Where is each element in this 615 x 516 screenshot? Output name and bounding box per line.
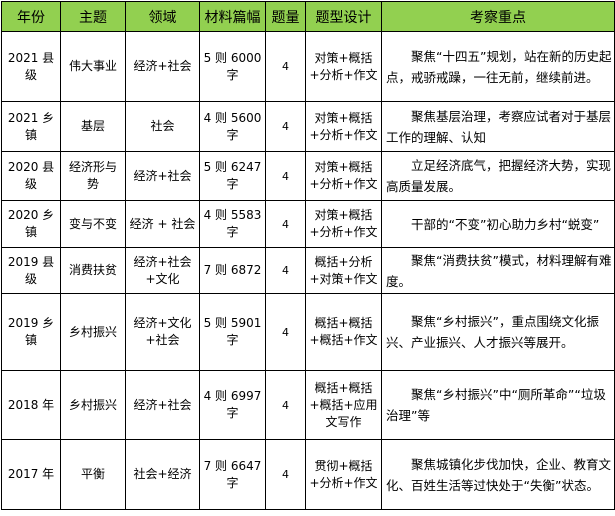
cell-theme: 乡村振兴 (60, 370, 126, 440)
table-row: 2019 县级 消费扶贫 经济+社会+文化 7 则 6872 4 概括+分析+对策+作文聚… (1, 247, 615, 294)
cell-design: 贯彻+概括+分析+作文 (305, 439, 382, 510)
header-theme: 主题 (60, 1, 126, 32)
cell-domain: 社会+经济 (125, 439, 200, 510)
cell-domain: 经济+社会 (125, 151, 200, 201)
cell-theme: 伟大事业 (60, 31, 126, 102)
cell-theme: 基层 (60, 101, 126, 152)
header-focus: 考察重点 (381, 1, 615, 32)
cell-focus: 聚焦城镇化步伐加快，企业、教育文化、百姓生活等过快处于“失衡”状态。 (381, 439, 615, 510)
cell-theme: 消费扶贫 (60, 247, 126, 294)
cell-theme: 乡村振兴 (60, 293, 126, 371)
cell-material: 5 则 5901 字 (199, 293, 266, 371)
cell-domain: 经济+社会 (125, 31, 200, 102)
header-row: 年份 主题 领域 材料篇幅 题量 题型设计 考察重点 (1, 1, 615, 32)
cell-material: 4 则 6997 字 (199, 370, 266, 440)
cell-design: 概括+概括+概括+作文 (305, 293, 382, 371)
table-row: 2020 乡镇 变与不变 经济 + 社会 4 则 5583 字 4 对策+概括+分析+作文… (1, 200, 615, 248)
cell-count: 4 (265, 101, 306, 152)
cell-domain: 经济+文化+社会 (125, 293, 200, 371)
cell-design: 对策+概括+分析+作文 (305, 200, 382, 248)
cell-design: 概括+概括+概括+应用文写作 (305, 370, 382, 440)
cell-design: 对策+概括+分析+作文 (305, 31, 382, 102)
table-row: 2017 年平衡 社会+经济 7 则 6647 字 4 贯彻+概括+分析+作文 聚焦城镇化… (1, 439, 615, 510)
header-domain: 领域 (125, 1, 200, 32)
cell-year: 2020 县级 (1, 151, 61, 201)
cell-year: 2017 年 (1, 439, 61, 510)
header-material: 材料篇幅 (199, 1, 266, 32)
cell-design: 对策+概括+分析+作文 (305, 151, 382, 201)
cell-material: 7 则 6647 字 (199, 439, 266, 510)
cell-count: 4 (265, 370, 306, 440)
table-row: 2020 县级 经济形与势 经济+社会 5 则 6247 字 4 对策+概括+分析+作文立… (1, 151, 615, 201)
cell-focus: 聚焦“乡村振兴”，重点围绕文化振兴、产业振兴、人才振兴等展开。 (381, 293, 615, 371)
cell-focus: 聚焦“乡村振兴”中“厕所革命”“垃圾治理”等 (381, 370, 615, 440)
table-row: 2021 乡镇 基层 社会 4 则 5600 字 4 对策+概括+分析+作文 聚焦基层治理，… (1, 101, 615, 152)
cell-material: 5 则 6000 字 (199, 31, 266, 102)
table-row: 2019 乡镇 乡村振兴 经济+文化+社会 5 则 5901 字 4 概括+概括+概括+作… (1, 293, 615, 371)
cell-material: 7 则 6872 (199, 247, 266, 294)
table-row: 2021 县级 伟大事业 经济+社会 5 则 6000 字 4 对策+概括+分析+作文 聚焦… (1, 31, 615, 102)
cell-year: 2020 乡镇 (1, 200, 61, 248)
header-year: 年份 (1, 1, 61, 32)
cell-theme: 经济形与势 (60, 151, 126, 201)
cell-material: 4 则 5583 字 (199, 200, 266, 248)
cell-count: 4 (265, 293, 306, 371)
cell-design: 概括+分析+对策+作文 (305, 247, 382, 294)
cell-theme: 变与不变 (60, 200, 126, 248)
header-design: 题型设计 (305, 1, 382, 32)
cell-focus: 聚焦基层治理，考察应试者对于基层工作的理解、认知 (381, 101, 615, 152)
cell-count: 4 (265, 247, 306, 294)
cell-domain: 社会 (125, 101, 200, 152)
cell-focus: 聚焦“十四五”规划，站在新的历史起点，戒骄戒躁，一往无前，继续前进。 (381, 31, 615, 102)
cell-focus: 立足经济底气，把握经济大势，实现高质量发展。 (381, 151, 615, 201)
cell-count: 4 (265, 31, 306, 102)
header-count: 题量 (265, 1, 306, 32)
cell-year: 2019 乡镇 (1, 293, 61, 371)
cell-count: 4 (265, 151, 306, 201)
cell-domain: 经济+社会 (125, 370, 200, 440)
cell-material: 5 则 6247 字 (199, 151, 266, 201)
cell-year: 2018 年 (1, 370, 61, 440)
cell-year: 2019 县级 (1, 247, 61, 294)
cell-year: 2021 乡镇 (1, 101, 61, 152)
cell-count: 4 (265, 439, 306, 510)
cell-material: 4 则 5600 字 (199, 101, 266, 152)
table-row: 2018 年乡村振兴 经济+社会 4 则 6997 字 4 概括+概括+概括+应用文写作… (1, 370, 615, 440)
cell-domain: 经济 + 社会 (125, 200, 200, 248)
cell-focus: 聚焦“消费扶贫”模式，材料理解有难度。 (381, 247, 615, 294)
cell-count: 4 (265, 200, 306, 248)
cell-focus: 干部的“不变”初心助力乡村“蜕变” (381, 200, 615, 248)
cell-theme: 平衡 (60, 439, 126, 510)
cell-year: 2021 县级 (1, 31, 61, 102)
cell-domain: 经济+社会+文化 (125, 247, 200, 294)
cell-design: 对策+概括+分析+作文 (305, 101, 382, 152)
